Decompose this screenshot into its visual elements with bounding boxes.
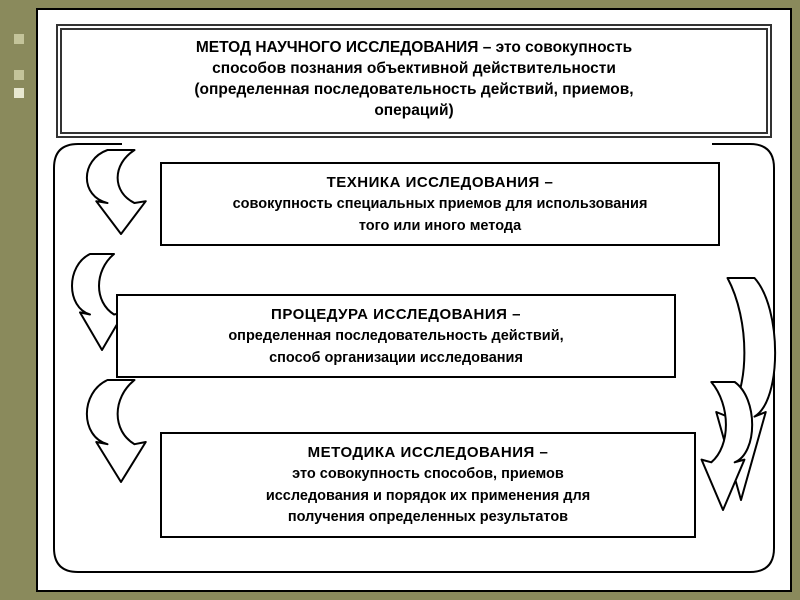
page-background: МЕТОД НАУЧНОГО ИССЛЕДОВАНИЯ – это совоку… — [0, 0, 800, 600]
box-body-line: получения определенных результатов — [288, 509, 568, 525]
decorative-sidebar — [0, 0, 36, 600]
lower-container: ТЕХНИКА ИССЛЕДОВАНИЯ – совокупность спец… — [56, 154, 772, 574]
box-body-line: определенная последовательность действий… — [228, 328, 563, 344]
top-box-line3: (определенная последовательность действи… — [194, 81, 633, 98]
definition-box-methodology: МЕТОДИКА ИССЛЕДОВАНИЯ – это совокупность… — [160, 432, 696, 538]
box-body-line: способ организации исследования — [269, 350, 523, 366]
top-box-title: МЕТОД НАУЧНОГО ИССЛЕДОВАНИЯ — [196, 39, 479, 56]
box-body-line: исследования и порядок их применения для — [266, 488, 590, 504]
top-box-line4: операций) — [374, 102, 453, 119]
box-body-line: это совокупность способов, приемов — [292, 466, 564, 482]
box-body-line: совокупность специальных приемов для исп… — [233, 196, 648, 212]
definition-box-technique: ТЕХНИКА ИССЛЕДОВАНИЯ – совокупность спец… — [160, 162, 720, 247]
top-box-line1-rest: – это совокупность — [478, 39, 632, 56]
box-title: МЕТОДИКА ИССЛЕДОВАНИЯ – — [308, 444, 549, 461]
definition-box-method: МЕТОД НАУЧНОГО ИССЛЕДОВАНИЯ – это совоку… — [56, 24, 772, 138]
arrow-right-1 — [696, 274, 786, 504]
definition-box-procedure: ПРОЦЕДУРА ИССЛЕДОВАНИЯ – определенная по… — [116, 294, 676, 379]
box-body-line: того или иного метода — [359, 218, 521, 234]
sidebar-squares — [0, 0, 36, 600]
top-box-line2: способов познания объективной действител… — [212, 60, 616, 77]
arrow-left-1 — [76, 146, 166, 238]
box-title: ТЕХНИКА ИССЛЕДОВАНИЯ – — [327, 174, 554, 191]
box-title: ПРОЦЕДУРА ИССЛЕДОВАНИЯ – — [271, 306, 521, 323]
diagram-canvas: МЕТОД НАУЧНОГО ИССЛЕДОВАНИЯ – это совоку… — [36, 8, 792, 592]
arrow-left-3 — [76, 376, 166, 486]
